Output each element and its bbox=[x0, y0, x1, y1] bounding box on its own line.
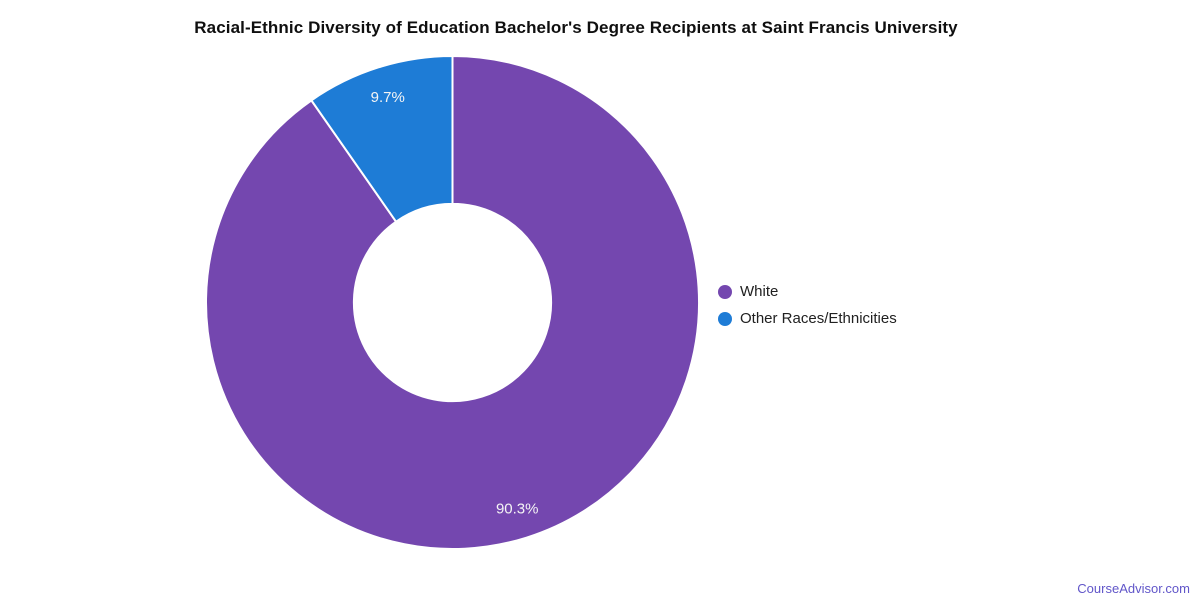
courseadvisor-link[interactable]: CourseAdvisor.com bbox=[1077, 581, 1190, 596]
pie-slice-other-races-ethnicities[interactable] bbox=[310, 55, 454, 223]
legend-swatch-other-races bbox=[718, 311, 732, 326]
chart-title: Racial-Ethnic Diversity of Education Bac… bbox=[194, 18, 958, 37]
pie-slice-white[interactable] bbox=[205, 55, 700, 550]
legend-label-other-races: Other Races/Ethnicities bbox=[740, 310, 897, 327]
donut-chart: 90.3% 9.7% bbox=[205, 55, 700, 550]
legend-label-white: White bbox=[740, 283, 779, 300]
legend-item-other-races[interactable]: Other Races/Ethnicities bbox=[718, 305, 897, 332]
slice-value-label: 90.3% bbox=[496, 501, 539, 518]
legend-swatch-white bbox=[718, 284, 732, 299]
legend-item-white[interactable]: White bbox=[718, 278, 897, 305]
slice-value-label: 9.7% bbox=[371, 89, 405, 106]
legend: White Other Races/Ethnicities bbox=[718, 278, 897, 332]
